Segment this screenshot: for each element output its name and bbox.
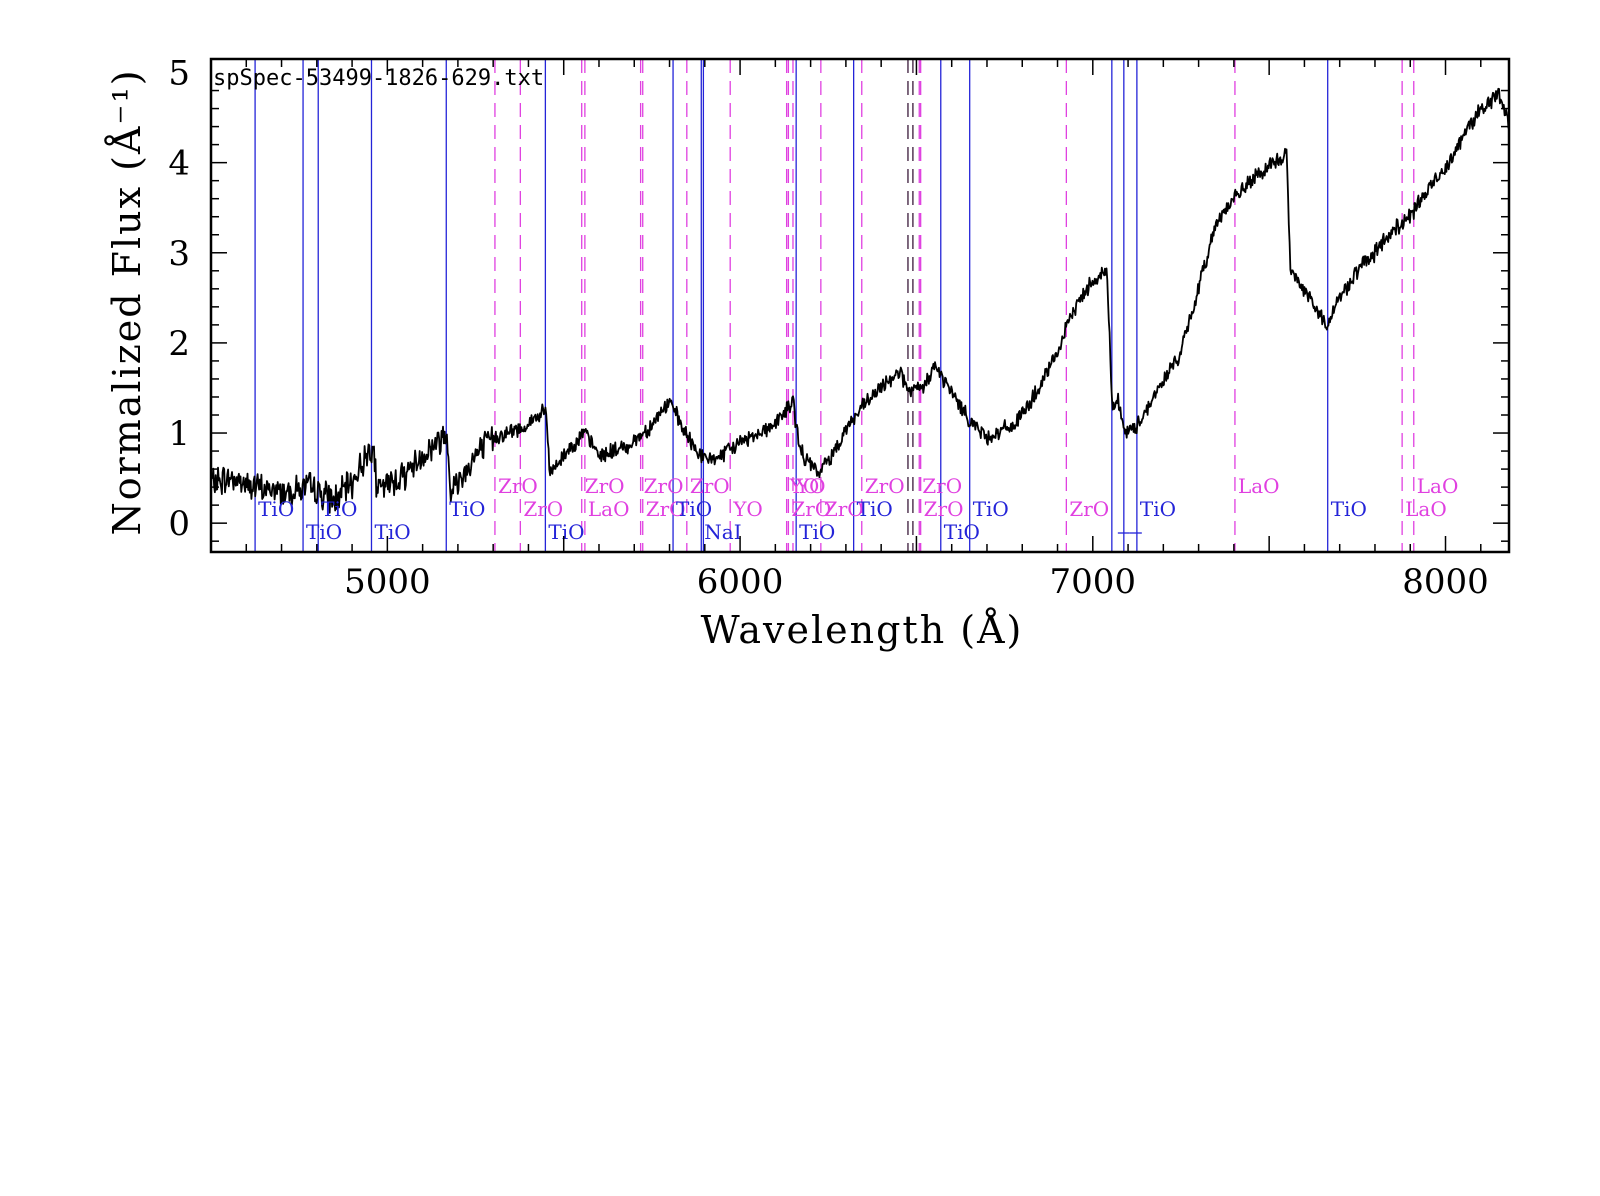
spectral-line-label: TiO <box>258 497 294 521</box>
spectral-line-label: YO <box>795 474 826 498</box>
spectral-line-label: ZrO <box>924 497 964 521</box>
spectral-line-label: TiO <box>857 497 893 521</box>
spectral-line-label: YO <box>789 474 820 498</box>
axis-ticks: 5000 6000 7000 8000 0 1 2 3 4 5 <box>168 54 1509 602</box>
spectral-line-label: LaO <box>1238 474 1280 498</box>
spectral-line-label: TiO <box>676 497 712 521</box>
y-tick-label: 4 <box>168 144 190 184</box>
spectral-line-label: TiO <box>321 497 357 521</box>
spectral-line-label: ZrO <box>523 497 563 521</box>
spectral-line-labels: TiOTiOTiOTiOTiOZrOZrOTiOZrOLaOZrOZrOTiOZ… <box>258 474 1458 544</box>
spectral-line-label: TiO <box>799 520 835 544</box>
x-tick-label: 6000 <box>697 562 784 602</box>
spectral-line-label: TiO <box>306 520 342 544</box>
spectral-line-label: TiO <box>944 520 980 544</box>
spectrum-series <box>210 87 1510 514</box>
spectrum-line <box>210 87 1510 514</box>
spectral-line-label: ZrO <box>1069 497 1109 521</box>
spectral-line-label: LaO <box>1417 474 1459 498</box>
plot-frame <box>209 57 1511 554</box>
spectral-line-label: YO <box>732 497 763 521</box>
spectral-line-label: ZrO <box>498 474 538 498</box>
y-tick-label: 1 <box>168 414 190 454</box>
x-tick-label: 8000 <box>1402 562 1489 602</box>
spectral-line-label: ZrO <box>791 497 831 521</box>
spectral-line-label: ZrO <box>690 474 730 498</box>
x-axis-title: Wavelength (Å) <box>701 608 1024 652</box>
x-tick-label: 7000 <box>1050 562 1137 602</box>
spectral-line-label: ZrO <box>865 474 905 498</box>
spectral-line-label: TiO <box>548 520 584 544</box>
spectral-line-label: TiO <box>973 497 1009 521</box>
y-tick-label: 5 <box>168 54 190 94</box>
spectral-line-label: TiO <box>1140 497 1176 521</box>
spectral-line-label: NaI <box>704 520 741 544</box>
spectral-line-label: LaO <box>1405 497 1447 521</box>
y-tick-label: 0 <box>168 504 190 544</box>
spectral-line-label: ZrO <box>644 474 684 498</box>
spectral-line-label: TiO <box>449 497 485 521</box>
y-tick-label: 2 <box>168 324 190 364</box>
spectral-line-label: ZrO <box>922 474 962 498</box>
spectral-line-markers <box>254 59 1415 552</box>
spectral-line-label: LaO <box>588 497 630 521</box>
spectral-line-label: ZrO <box>585 474 625 498</box>
y-axis-title: Normalized Flux (Å⁻¹) <box>105 68 149 535</box>
spectral-line-label: ZrO <box>824 497 864 521</box>
file-name-label: spSpec-53499-1826-629.txt <box>213 66 544 91</box>
y-tick-label: 3 <box>168 234 190 274</box>
spectral-line-label: ZrO <box>646 497 686 521</box>
x-tick-label: 5000 <box>344 562 431 602</box>
spectral-line-label: TiO <box>374 520 410 544</box>
spectral-line-label: TiO <box>1331 497 1367 521</box>
